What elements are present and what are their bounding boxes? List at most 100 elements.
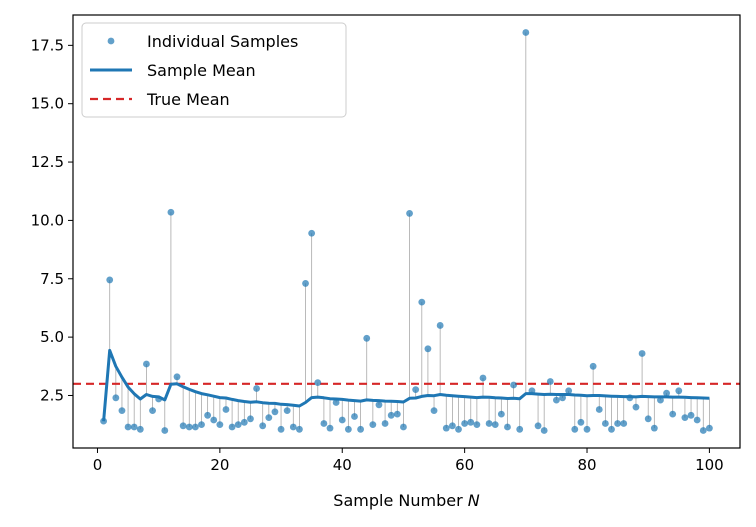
sample-point	[430, 407, 438, 415]
sample-point	[663, 389, 670, 397]
sample-point	[669, 410, 677, 418]
sample-point	[406, 210, 413, 217]
sample-point	[265, 414, 273, 422]
sample-point	[418, 298, 426, 306]
sample-point	[296, 425, 303, 433]
sample-point	[179, 422, 187, 430]
sample-point	[326, 424, 334, 432]
sample-point	[559, 394, 566, 402]
sample-point	[442, 424, 450, 432]
y-tick-label: 12.5	[31, 153, 64, 171]
sample-point	[124, 423, 132, 431]
sample-point	[375, 401, 383, 409]
y-tick-label: 2.5	[40, 386, 64, 404]
x-tick-label: 20	[210, 456, 229, 474]
sample-point	[234, 421, 242, 429]
sample-point	[681, 414, 689, 422]
sample-point	[706, 424, 713, 432]
sample-point	[143, 360, 150, 368]
sample-point	[314, 379, 322, 387]
sample-point	[638, 350, 646, 357]
sample-point	[546, 378, 554, 385]
sample-mean-layer	[102, 348, 710, 422]
sample-point	[130, 423, 138, 431]
sample-point	[510, 381, 517, 389]
sample-point	[693, 416, 701, 424]
sample-point	[155, 395, 163, 403]
sample-point	[424, 345, 432, 353]
sample-point	[149, 407, 156, 415]
sample-point	[553, 396, 560, 404]
sample-point	[565, 387, 573, 395]
sample-point	[173, 373, 181, 381]
sample-point	[699, 427, 707, 434]
legend-mean-label: Sample Mean	[147, 61, 256, 80]
sample-mean-line	[102, 348, 710, 422]
sample-point	[497, 410, 505, 418]
sample-point	[516, 425, 524, 433]
sample-point	[393, 410, 401, 418]
sample-point	[240, 418, 248, 426]
y-tick-label: 7.5	[40, 270, 64, 288]
sample-point	[589, 362, 597, 370]
sample-point	[608, 425, 615, 433]
sample-point	[479, 374, 487, 382]
sample-point	[136, 425, 144, 433]
sample-point	[522, 29, 530, 36]
sample-point	[185, 423, 193, 431]
sample-point	[357, 425, 365, 433]
y-tick-label: 15.0	[31, 95, 64, 113]
plot-frame	[72, 14, 741, 449]
x-tick-label: 80	[577, 456, 596, 474]
sample-point	[614, 420, 622, 427]
sample-point	[620, 420, 628, 427]
sample-point	[369, 421, 377, 429]
sample-point	[277, 425, 285, 433]
sample-point	[344, 425, 352, 433]
sample-point	[381, 420, 389, 427]
sample-point	[504, 423, 511, 431]
sample-point	[583, 425, 591, 433]
sample-point	[302, 280, 309, 287]
sample-point	[448, 422, 456, 430]
x-tick-label: 0	[93, 456, 103, 474]
sample-point	[204, 411, 212, 419]
legend-box	[81, 22, 347, 118]
sample-point	[161, 427, 169, 434]
sample-point	[338, 416, 346, 424]
x-tick-label: 60	[455, 456, 474, 474]
legend-true-mean-label: True Mean	[146, 90, 230, 109]
sample-point	[626, 394, 634, 402]
sample-point	[112, 394, 120, 402]
sample-point	[320, 420, 328, 427]
sample-point	[485, 420, 493, 427]
sample-point	[259, 422, 267, 430]
legend-samples-marker	[107, 37, 115, 45]
sample-point	[289, 423, 297, 431]
sample-point	[100, 417, 107, 425]
sample-point	[644, 415, 652, 423]
sample-point	[675, 387, 683, 395]
x-tick-label: 40	[333, 456, 352, 474]
sample-point	[657, 396, 664, 404]
y-tick-label: 5.0	[40, 328, 64, 346]
sample-point	[167, 208, 175, 216]
sample-point	[387, 411, 395, 419]
y-tick-label: 10.0	[31, 211, 64, 229]
sample-stems	[109, 32, 710, 431]
sample-point	[595, 406, 603, 413]
sample-point	[222, 406, 230, 413]
legend-samples-label: Individual Samples	[147, 32, 298, 51]
sample-point	[191, 423, 199, 431]
sample-point	[650, 424, 658, 432]
sample-point	[455, 425, 462, 433]
legend: Individual Samples Sample Mean True Mean	[81, 22, 347, 118]
sample-point	[601, 420, 609, 427]
x-axis-label: Sample Number N	[333, 491, 479, 510]
sample-point	[577, 418, 585, 426]
sample-point	[351, 413, 358, 420]
sample-point	[363, 334, 371, 342]
sample-point	[473, 421, 481, 429]
sample-point	[632, 403, 640, 411]
